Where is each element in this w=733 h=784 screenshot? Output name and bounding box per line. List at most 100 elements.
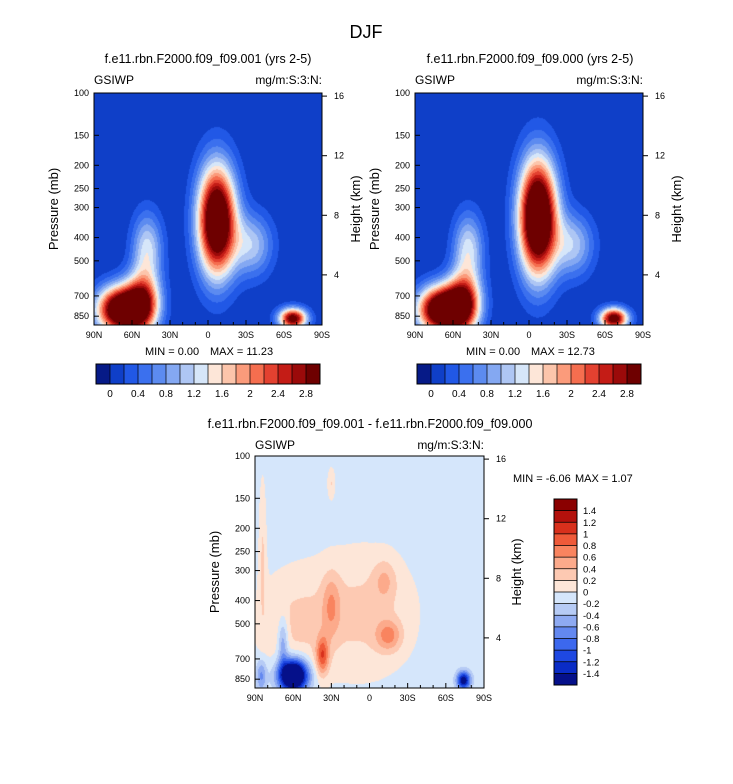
panel-b-min-label: MIN = 0.00 (466, 346, 520, 358)
panel-b-pressure-label: Pressure (mb) (367, 168, 382, 250)
height-tick-label: 16 (655, 91, 665, 101)
colorbar-swatch (194, 364, 208, 384)
pressure-tick-label: 500 (395, 256, 410, 266)
lat-tick-label: 0 (205, 330, 210, 340)
colorbar-label: 1.6 (215, 389, 229, 400)
lat-tick-label: 0 (367, 693, 372, 703)
colorbar-label: 0.8 (583, 541, 596, 552)
panel-b-colorbar: 0 0.4 0.8 1.2 1.6 2 2.4 2.8 (416, 363, 642, 400)
lat-tick-label: 90S (635, 330, 651, 340)
lat-tick-label: 30N (323, 693, 340, 703)
height-tick-label: 4 (334, 270, 339, 280)
colorbar-swatch (515, 364, 529, 384)
lat-tick-label: 90N (407, 330, 424, 340)
pressure-tick-label: 700 (74, 291, 89, 301)
colorbar-swatch (236, 364, 250, 384)
panel-c-min-label: MIN = -6.06 (513, 473, 571, 485)
colorbar-swatch (554, 673, 577, 685)
height-tick-label: 8 (496, 573, 501, 583)
panel-c-colorbar: 1.41.210.80.60.40.20-0.2-0.4-0.6-0.8-1-1… (553, 498, 599, 686)
colorbar-label: 0.8 (480, 389, 494, 400)
colorbar-swatch (208, 364, 222, 384)
colorbar-label: 1 (583, 529, 588, 540)
pressure-tick-label: 700 (235, 654, 250, 664)
colorbar-label: 2.8 (299, 389, 313, 400)
panel-a-colorbar: 0 0.4 0.8 1.2 1.6 2 2.4 2.8 (95, 363, 321, 400)
colorbar-swatch (431, 364, 445, 384)
pressure-tick-label: 850 (235, 674, 250, 684)
colorbar-swatch (554, 626, 577, 639)
colorbar-swatch (166, 364, 180, 384)
colorbar-label: 1.6 (536, 389, 550, 400)
panel-b-title: f.e11.rbn.F2000.f09_f09.000 (yrs 2-5) (427, 52, 634, 66)
colorbar-swatch (138, 364, 152, 384)
panel-c-max-label: MAX = 1.07 (575, 473, 633, 485)
colorbar-label: 1.4 (583, 506, 596, 517)
panel-c-contour-field (255, 456, 484, 688)
colorbar-label: 2.4 (592, 389, 606, 400)
lat-tick-label: 30S (559, 330, 575, 340)
colorbar-swatch (543, 364, 557, 384)
lat-tick-label: 60S (438, 693, 454, 703)
colorbar-label: -0.2 (583, 599, 599, 610)
height-tick-label: 16 (334, 91, 344, 101)
lat-tick-label: 30N (483, 330, 500, 340)
lat-tick-label: 0 (526, 330, 531, 340)
colorbar-swatch (264, 364, 278, 384)
pressure-tick-label: 100 (235, 451, 250, 461)
pressure-tick-label: 500 (74, 256, 89, 266)
pressure-tick-label: 200 (395, 160, 410, 170)
height-tick-label: 8 (334, 210, 339, 220)
pressure-tick-label: 150 (235, 493, 250, 503)
colorbar-swatch (501, 364, 515, 384)
panel-a-contour-field (94, 93, 322, 325)
panel-b-plot-area: 100 150 200 250 300 400 500 700 850 90N 60N 30N 0 30S… (395, 88, 665, 340)
colorbar-swatch (292, 364, 306, 384)
colorbar-label: 2.4 (271, 389, 285, 400)
colorbar-label: 1.2 (187, 389, 201, 400)
lat-tick-label: 60N (445, 330, 462, 340)
height-tick-label: 4 (496, 633, 501, 643)
panel-a-right-label: mg/m:S:3:N: (255, 73, 322, 87)
colorbar-label: -1 (583, 646, 591, 657)
height-tick-label: 12 (496, 514, 506, 524)
colorbar-label: -0.4 (583, 611, 599, 622)
pressure-tick-label: 850 (74, 311, 89, 321)
colorbar-label: 1.2 (508, 389, 522, 400)
colorbar-swatch (306, 364, 320, 384)
pressure-tick-label: 200 (74, 160, 89, 170)
panel-a-axes: 100 150 200 250 300 400 500 700 850 90N 60N 30N 0 30S… (74, 88, 344, 340)
panel-c-left-label: GSIWP (255, 438, 295, 452)
lat-tick-label: 90N (86, 330, 103, 340)
panel-c-right-label: mg/m:S:3:N: (417, 438, 484, 452)
colorbar-label: -0.6 (583, 622, 599, 633)
lat-tick-label: 30S (400, 693, 416, 703)
colorbar-swatch (278, 364, 292, 384)
colorbar-label: 2 (247, 389, 253, 400)
colorbar-swatch (554, 510, 577, 523)
pressure-tick-label: 300 (235, 566, 250, 576)
colorbar-swatch (627, 364, 641, 384)
colorbar-label: 0.4 (131, 389, 145, 400)
colorbar-label: 2.8 (620, 389, 634, 400)
colorbar-swatch (585, 364, 599, 384)
colorbar-label: -0.8 (583, 634, 599, 645)
colorbar-label: -1.4 (583, 669, 599, 680)
colorbar-label: 0 (583, 588, 588, 599)
colorbar-label: 0.8 (159, 389, 173, 400)
panel-b-axes: 100 150 200 250 300 400 500 700 850 90N 60N 30N 0 30S… (395, 88, 665, 340)
colorbar-label: 0 (428, 389, 434, 400)
panel-c: f.e11.rbn.F2000.f09_f09.001 - f.e11.rbn.… (207, 417, 633, 703)
colorbar-swatch (459, 364, 473, 384)
colorbar-swatch (554, 568, 577, 581)
lat-tick-label: 30N (162, 330, 179, 340)
colorbar-swatch (250, 364, 264, 384)
colorbar-swatch (473, 364, 487, 384)
colorbar-label: 1.2 (583, 518, 596, 529)
colorbar-label: 0 (107, 389, 113, 400)
height-tick-label: 12 (655, 151, 665, 161)
panel-b-max-label: MAX = 12.73 (531, 346, 595, 358)
height-tick-label: 16 (496, 454, 506, 464)
colorbar-swatch (96, 364, 110, 384)
